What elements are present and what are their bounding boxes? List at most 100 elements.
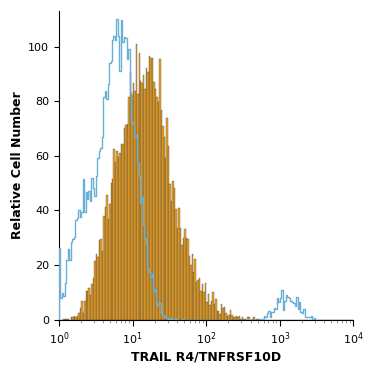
Bar xyxy=(121,144,122,320)
Bar xyxy=(134,92,136,320)
Bar xyxy=(178,208,180,320)
Bar xyxy=(138,53,140,320)
Bar xyxy=(158,102,159,320)
Bar xyxy=(227,316,228,320)
Bar xyxy=(122,144,124,320)
Bar xyxy=(97,257,99,320)
Bar xyxy=(181,245,183,320)
Bar xyxy=(119,153,121,320)
Bar xyxy=(183,238,184,320)
Bar xyxy=(65,318,66,320)
Bar xyxy=(221,304,222,320)
Bar xyxy=(199,278,200,320)
Bar xyxy=(102,251,103,320)
Bar xyxy=(196,282,197,320)
Bar xyxy=(103,216,105,320)
Bar xyxy=(84,301,86,320)
Bar xyxy=(166,118,168,320)
Bar xyxy=(125,125,127,320)
Bar xyxy=(114,148,115,320)
Bar xyxy=(87,291,88,320)
Bar xyxy=(215,300,216,320)
Bar xyxy=(92,284,93,320)
Bar xyxy=(208,294,209,320)
Bar xyxy=(164,136,165,320)
Bar xyxy=(81,301,82,320)
Bar xyxy=(86,291,87,320)
Bar xyxy=(177,228,178,320)
Bar xyxy=(137,94,138,320)
Bar xyxy=(124,128,125,320)
Bar xyxy=(228,315,230,320)
Bar xyxy=(193,272,195,320)
Bar xyxy=(202,284,203,320)
Bar xyxy=(128,98,130,320)
Bar xyxy=(143,75,144,320)
Bar xyxy=(88,288,90,320)
Bar xyxy=(116,151,118,320)
Bar xyxy=(237,317,238,320)
Bar xyxy=(168,146,170,320)
Bar xyxy=(252,318,254,320)
Bar xyxy=(155,89,156,320)
Bar xyxy=(248,317,249,320)
Bar xyxy=(74,316,75,320)
Bar xyxy=(108,219,109,320)
Bar xyxy=(90,295,92,320)
Bar xyxy=(78,313,80,320)
Bar xyxy=(76,316,78,320)
Bar xyxy=(118,157,119,320)
Bar xyxy=(133,83,134,320)
Bar xyxy=(171,201,172,320)
Bar xyxy=(192,254,193,320)
Bar xyxy=(156,98,158,320)
Bar xyxy=(180,228,181,320)
Bar xyxy=(147,72,149,320)
Bar xyxy=(94,261,96,320)
Bar xyxy=(82,313,84,320)
Bar xyxy=(71,317,72,320)
Bar xyxy=(197,280,199,320)
Bar xyxy=(115,162,116,320)
Bar xyxy=(75,317,76,320)
Bar xyxy=(140,81,141,320)
Bar xyxy=(224,307,225,320)
Bar xyxy=(96,254,97,320)
Bar xyxy=(209,306,211,320)
Bar xyxy=(212,292,214,320)
Bar xyxy=(141,83,143,320)
Bar xyxy=(249,317,250,320)
Bar xyxy=(176,209,177,320)
Bar xyxy=(130,72,131,320)
Bar xyxy=(153,82,155,320)
Bar xyxy=(205,283,206,320)
Bar xyxy=(233,317,234,320)
Bar xyxy=(109,204,111,320)
Bar xyxy=(106,195,108,320)
Bar xyxy=(225,313,227,320)
Y-axis label: Relative Cell Number: Relative Cell Number xyxy=(11,92,24,239)
Bar xyxy=(165,158,166,320)
Bar xyxy=(184,230,186,320)
Bar xyxy=(214,304,215,320)
Bar xyxy=(152,58,153,320)
Bar xyxy=(146,68,147,320)
Bar xyxy=(136,44,137,320)
Bar xyxy=(93,278,94,320)
Bar xyxy=(159,59,160,320)
Bar xyxy=(240,318,242,320)
Bar xyxy=(258,318,259,320)
Bar xyxy=(219,314,221,320)
Bar xyxy=(187,239,189,320)
Bar xyxy=(160,111,162,320)
Bar xyxy=(144,89,146,320)
Bar xyxy=(170,184,171,320)
Bar xyxy=(63,318,65,320)
Bar xyxy=(112,179,114,320)
Bar xyxy=(190,265,192,320)
Bar xyxy=(72,317,74,320)
Bar xyxy=(236,316,237,320)
Bar xyxy=(218,311,219,320)
Bar xyxy=(80,308,81,320)
Bar xyxy=(186,238,187,320)
